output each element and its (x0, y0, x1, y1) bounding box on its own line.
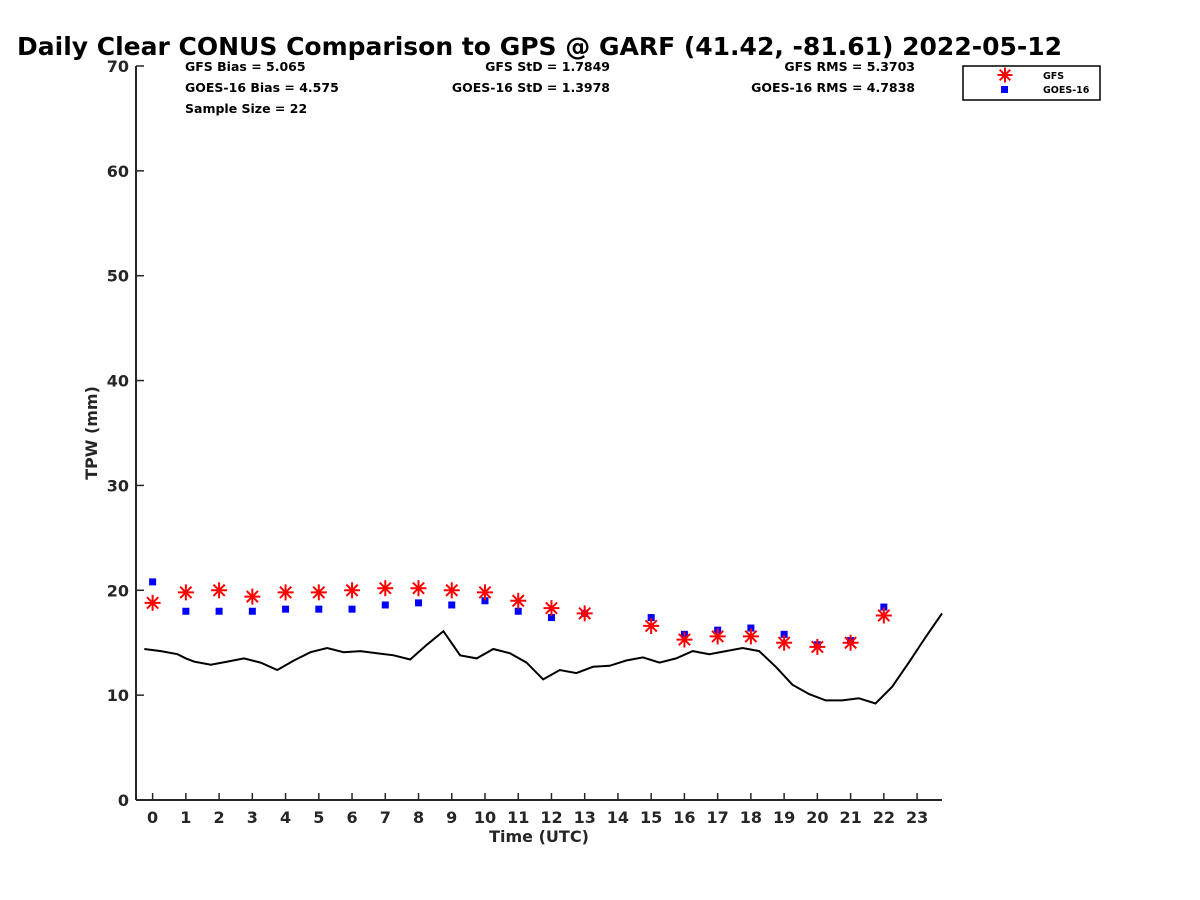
x-tick-label: 10 (474, 808, 496, 827)
x-tick-label: 4 (280, 808, 291, 827)
x-tick-label: 23 (906, 808, 928, 827)
gfs-point (177, 584, 194, 601)
x-tick-label: 1 (180, 808, 191, 827)
x-tick-label: 12 (540, 808, 562, 827)
gfs-point (443, 582, 460, 599)
gfs-point (510, 592, 527, 609)
x-tick-label: 3 (247, 808, 258, 827)
goes16-point (514, 607, 522, 615)
x-tick-label: 14 (607, 808, 629, 827)
gfs-point (344, 582, 361, 599)
goes16-point (215, 607, 223, 615)
gfs-point (377, 580, 394, 597)
goes16-point (547, 614, 555, 622)
y-tick-label: 40 (107, 372, 129, 391)
goes16-point (747, 624, 755, 632)
legend: GFS GOES-16 (962, 65, 1101, 101)
x-tick-label: 22 (873, 808, 895, 827)
goes16-point (448, 601, 456, 609)
goes16-point (348, 605, 356, 613)
goes16-point (481, 597, 489, 605)
goes-bias-text: GOES-16 Bias = 4.575 (185, 80, 339, 95)
x-tick-label: 15 (640, 808, 662, 827)
x-tick-label: 7 (380, 808, 391, 827)
x-tick-label: 18 (740, 808, 762, 827)
x-tick-label: 16 (673, 808, 695, 827)
legend-box (962, 65, 1101, 101)
y-tick-label: 70 (107, 57, 129, 76)
x-tick-label: 0 (147, 808, 158, 827)
goes-std-text: GOES-16 StD = 1.3978 (452, 80, 610, 95)
gfs-point (576, 605, 593, 622)
gfs-point (476, 584, 493, 601)
legend-gfs-asterisk (997, 67, 1013, 83)
gfs-point (742, 628, 759, 645)
gfs-point (875, 607, 892, 624)
goes16-point (182, 607, 190, 615)
x-tick-label: 9 (446, 808, 457, 827)
goes16-point (381, 601, 389, 609)
gfs-point (543, 600, 560, 617)
goes16-point (647, 614, 655, 622)
goes16-point (248, 607, 256, 615)
y-axis-label: TPW (mm) (82, 386, 101, 480)
x-tick-label: 2 (214, 808, 225, 827)
x-tick-label: 13 (574, 808, 596, 827)
goes16-point (780, 630, 788, 638)
gfs-point (842, 634, 859, 651)
gfs-rms-text: GFS RMS = 5.3703 (784, 59, 915, 74)
y-tick-label: 30 (107, 476, 129, 495)
gfs-point (211, 582, 228, 599)
gfs-point (643, 617, 660, 634)
stats-annotations: GFS Bias = 5.065 GOES-16 Bias = 4.575 Sa… (185, 59, 915, 116)
gfs-bias-text: GFS Bias = 5.065 (185, 59, 306, 74)
gfs-std-text: GFS StD = 1.7849 (485, 59, 610, 74)
legend-goes-square-marker (1001, 86, 1008, 93)
x-tick-label: 8 (413, 808, 424, 827)
x-tick-label: 20 (806, 808, 828, 827)
gfs-point (244, 588, 261, 605)
x-tick-label: 5 (313, 808, 324, 827)
x-tick-label: 6 (346, 808, 357, 827)
y-tick-label: 20 (107, 581, 129, 600)
gfs-point (277, 584, 294, 601)
gfs-point (676, 631, 693, 648)
chart-title: Daily Clear CONUS Comparison to GPS @ GA… (17, 32, 1062, 61)
goes16-point (880, 603, 888, 611)
gfs-point (809, 638, 826, 655)
x-tick-label: 19 (773, 808, 795, 827)
goes16-point (149, 578, 157, 586)
y-tick-label: 60 (107, 162, 129, 181)
gfs-point (709, 628, 726, 645)
legend-gfs-label: GFS (1043, 71, 1064, 82)
goes16-point (315, 605, 323, 613)
y-tick-label: 0 (118, 791, 129, 810)
gfs-point (310, 584, 327, 601)
gps-line (144, 612, 943, 705)
gfs-point (410, 580, 427, 597)
y-tick-label: 10 (107, 686, 129, 705)
sample-size-text: Sample Size = 22 (185, 101, 307, 116)
x-tick-label: 11 (507, 808, 529, 827)
goes-rms-text: GOES-16 RMS = 4.7838 (751, 80, 915, 95)
data-series (144, 578, 943, 705)
goes16-point (415, 599, 423, 607)
y-tick-label: 50 (107, 267, 129, 286)
x-tick-label: 17 (707, 808, 729, 827)
gfs-point (144, 594, 161, 611)
goes16-point (282, 605, 290, 613)
x-axis-label: Time (UTC) (489, 827, 589, 846)
x-tick-label: 21 (839, 808, 861, 827)
legend-goes-label: GOES-16 (1043, 85, 1090, 96)
gfs-point (776, 634, 793, 651)
legend-gfs-asterisk-marker (997, 67, 1013, 83)
